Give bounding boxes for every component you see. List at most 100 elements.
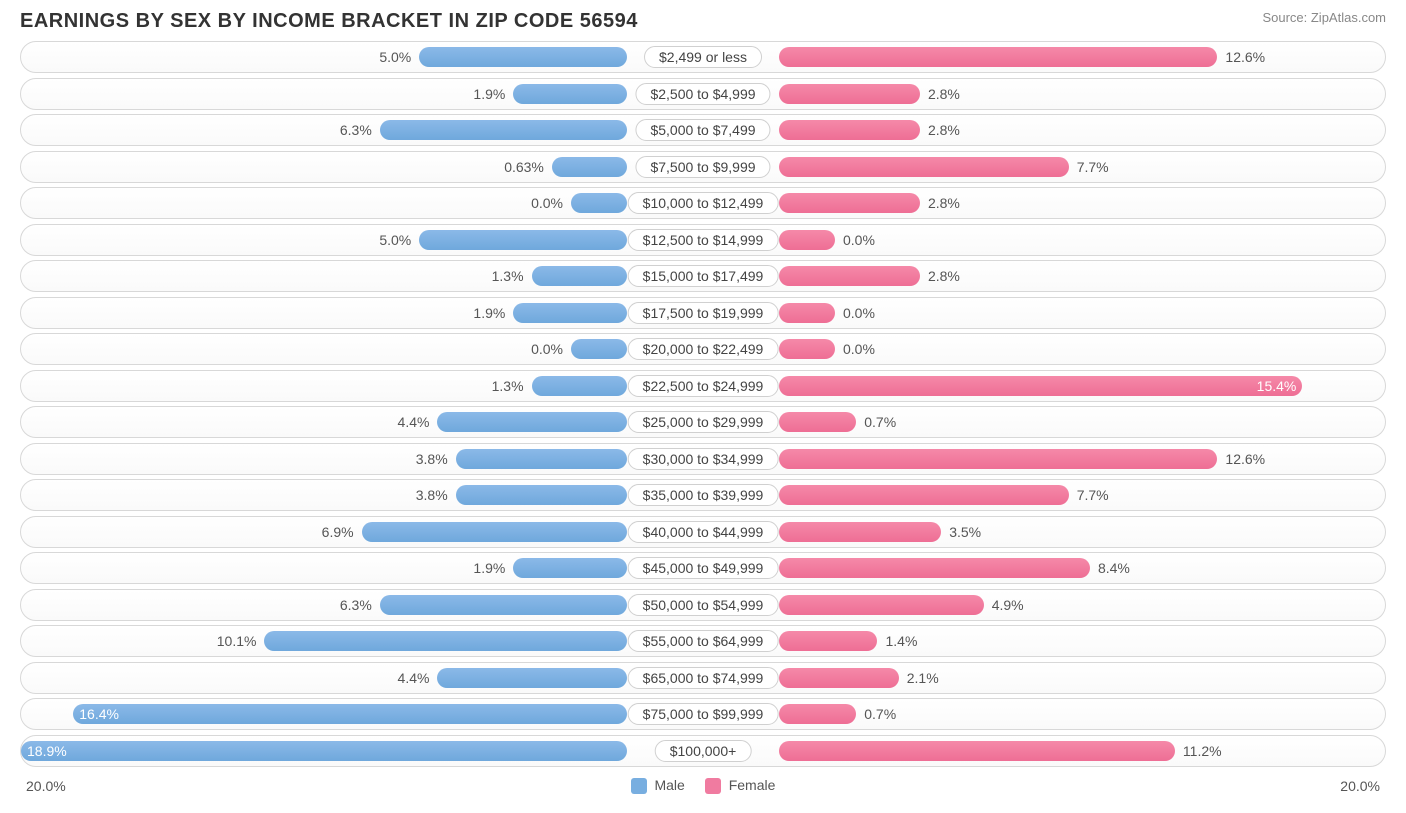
male-side: 0.0% — [21, 188, 703, 218]
female-value: 15.4% — [1257, 378, 1297, 394]
male-swatch-icon — [631, 778, 647, 794]
income-row: 1.9%0.0%$17,500 to $19,999 — [20, 297, 1386, 329]
income-row: 0.0% 2.8% $10,000 to $12,499 — [20, 187, 1386, 219]
female-bar: 0.0% — [779, 230, 835, 250]
income-row: 1.9%8.4%$45,000 to $49,999 — [20, 552, 1386, 584]
income-row: 1.9% 2.8% $2,500 to $4,999 — [20, 78, 1386, 110]
female-value: 2.8% — [920, 195, 960, 211]
male-side: 6.3% — [21, 590, 703, 620]
male-bar: 0.0% — [571, 339, 627, 359]
female-bar: 3.5% — [779, 522, 941, 542]
chart-title: EARNINGS BY SEX BY INCOME BRACKET IN ZIP… — [20, 10, 638, 33]
female-value: 11.2% — [1175, 743, 1222, 759]
legend-female-label: Female — [729, 777, 776, 793]
male-value: 1.3% — [492, 268, 532, 284]
female-value: 1.4% — [877, 633, 917, 649]
income-row: 1.3% 15.4% $22,500 to $24,999 — [20, 370, 1386, 402]
bracket-label: $10,000 to $12,499 — [628, 192, 779, 214]
bracket-label: $22,500 to $24,999 — [628, 375, 779, 397]
male-bar: 5.0% — [419, 230, 627, 250]
male-side: 5.0% — [21, 42, 703, 72]
female-bar: 2.8% — [779, 84, 920, 104]
female-value: 7.7% — [1069, 159, 1109, 175]
male-bar: 3.8% — [456, 449, 627, 469]
income-row: 6.3%2.8%$5,000 to $7,499 — [20, 114, 1386, 146]
female-side: 7.7% — [703, 480, 1385, 510]
female-side: 15.4% — [703, 371, 1385, 401]
income-row: 6.9%3.5%$40,000 to $44,999 — [20, 516, 1386, 548]
male-side: 16.4% — [21, 699, 703, 729]
income-row: 16.4% 0.7% $75,000 to $99,999 — [20, 698, 1386, 730]
income-row: 4.4%2.1%$65,000 to $74,999 — [20, 662, 1386, 694]
female-bar: 4.9% — [779, 595, 984, 615]
female-value: 3.5% — [941, 524, 981, 540]
female-side: 11.2% — [703, 736, 1385, 766]
female-bar: 2.8% — [779, 266, 920, 286]
male-value: 3.8% — [416, 451, 456, 467]
female-bar: 2.1% — [779, 668, 899, 688]
male-value: 6.3% — [340, 597, 380, 613]
income-row: 1.3% 2.8%$15,000 to $17,499 — [20, 260, 1386, 292]
female-bar: 7.7% — [779, 485, 1069, 505]
male-value: 0.63% — [504, 159, 552, 175]
male-bar: 6.3% — [380, 120, 627, 140]
male-side: 1.9% — [21, 298, 703, 328]
female-side: 4.9% — [703, 590, 1385, 620]
bracket-label: $2,500 to $4,999 — [635, 83, 770, 105]
male-side: 1.9% — [21, 79, 703, 109]
male-value: 1.3% — [492, 378, 532, 394]
female-value: 2.1% — [899, 670, 939, 686]
income-row: 0.0%0.0%$20,000 to $22,499 — [20, 333, 1386, 365]
female-value: 0.0% — [835, 341, 875, 357]
female-side: 0.7% — [703, 407, 1385, 437]
female-value: 4.9% — [984, 597, 1024, 613]
male-side: 6.9% — [21, 517, 703, 547]
male-bar: 10.1% — [264, 631, 627, 651]
bracket-label: $75,000 to $99,999 — [628, 703, 779, 725]
male-bar: 1.9% — [513, 303, 627, 323]
chart-body: 5.0%12.6%$2,499 or less1.9%2.8%$2,500 to… — [0, 41, 1406, 767]
bracket-label: $7,500 to $9,999 — [635, 156, 770, 178]
female-bar: 11.2% — [779, 741, 1175, 761]
male-value: 6.3% — [340, 122, 380, 138]
axis-left-max: 20.0% — [26, 778, 66, 794]
female-side: 12.6% — [703, 444, 1385, 474]
male-side: 6.3% — [21, 115, 703, 145]
female-bar: 8.4% — [779, 558, 1090, 578]
female-value: 0.7% — [856, 706, 896, 722]
income-row: 5.0%12.6%$2,499 or less — [20, 41, 1386, 73]
male-side: 18.9% — [21, 736, 703, 766]
income-row: 6.3%4.9%$50,000 to $54,999 — [20, 589, 1386, 621]
legend-male: Male — [631, 777, 685, 794]
female-side: 2.1% — [703, 663, 1385, 693]
female-bar: 7.7% — [779, 157, 1069, 177]
female-side: 3.5% — [703, 517, 1385, 547]
female-side: 7.7% — [703, 152, 1385, 182]
female-side: 0.0% — [703, 298, 1385, 328]
male-bar: 1.9% — [513, 558, 627, 578]
male-side: 5.0% — [21, 225, 703, 255]
legend-male-label: Male — [654, 777, 684, 793]
income-row: 10.1%1.4%$55,000 to $64,999 — [20, 625, 1386, 657]
chart-source: Source: ZipAtlas.com — [1262, 10, 1386, 25]
bracket-label: $2,499 or less — [644, 46, 762, 68]
bracket-label: $15,000 to $17,499 — [628, 265, 779, 287]
male-side: 10.1% — [21, 626, 703, 656]
male-bar: 4.4% — [437, 668, 627, 688]
income-row: 0.63% 7.7% $7,500 to $9,999 — [20, 151, 1386, 183]
male-side: 3.8% — [21, 480, 703, 510]
male-bar: 1.3% — [532, 376, 627, 396]
income-row: 4.4%0.7%$25,000 to $29,999 — [20, 406, 1386, 438]
male-value: 16.4% — [79, 706, 119, 722]
male-value: 1.9% — [473, 86, 513, 102]
male-bar: 5.0% — [419, 47, 627, 67]
female-side: 0.0% — [703, 334, 1385, 364]
female-bar: 0.7% — [779, 412, 856, 432]
female-value: 2.8% — [920, 86, 960, 102]
female-side: 2.8% — [703, 188, 1385, 218]
bracket-label: $12,500 to $14,999 — [628, 229, 779, 251]
male-value: 0.0% — [531, 195, 571, 211]
female-value: 0.0% — [835, 232, 875, 248]
female-bar: 15.4% — [779, 376, 1302, 396]
male-value: 1.9% — [473, 305, 513, 321]
